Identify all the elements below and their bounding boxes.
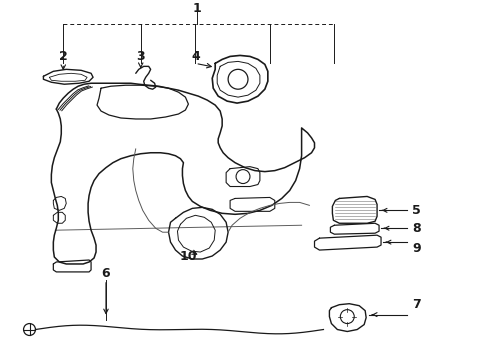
Text: 2: 2: [59, 50, 68, 63]
Text: 4: 4: [191, 50, 200, 63]
Text: 1: 1: [193, 2, 202, 15]
Text: 8: 8: [413, 222, 421, 235]
Text: 9: 9: [413, 242, 421, 255]
Text: 6: 6: [101, 267, 110, 280]
Text: 3: 3: [136, 50, 145, 63]
Text: 10: 10: [180, 249, 197, 262]
Text: 5: 5: [413, 204, 421, 217]
Text: 7: 7: [413, 298, 421, 311]
